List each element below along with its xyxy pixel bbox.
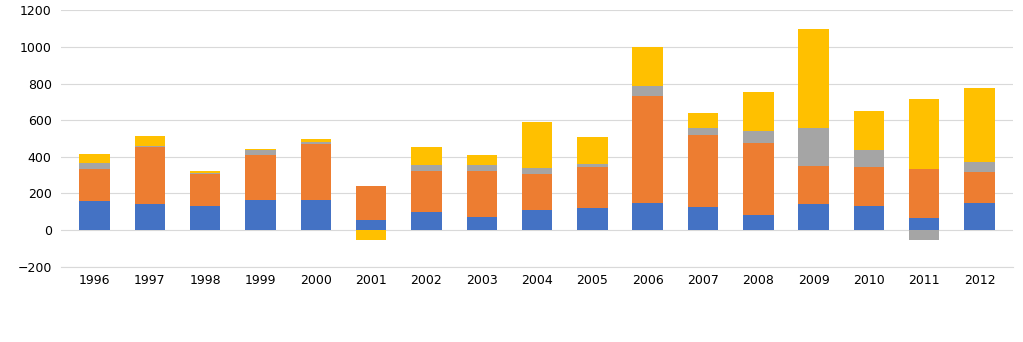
Bar — [909, 99, 939, 169]
Bar — [466, 155, 497, 165]
Bar — [522, 168, 552, 174]
Bar — [190, 206, 220, 230]
Bar — [798, 29, 829, 128]
Bar — [301, 142, 331, 144]
Bar — [522, 210, 552, 230]
Bar — [135, 147, 165, 203]
Bar — [854, 206, 884, 230]
Bar — [466, 165, 497, 171]
Bar — [798, 128, 829, 166]
Bar — [687, 113, 718, 129]
Bar — [798, 205, 829, 230]
Bar — [632, 47, 663, 86]
Bar — [854, 149, 884, 167]
Bar — [965, 202, 994, 230]
Bar — [466, 217, 497, 230]
Bar — [687, 207, 718, 230]
Bar — [522, 174, 552, 210]
Bar — [577, 208, 608, 230]
Bar — [577, 164, 608, 167]
Bar — [577, 137, 608, 164]
Bar — [301, 139, 331, 142]
Legend: WONINGEN, APPARTEMENT, STUDIOS, KAMERS: WONINGEN, APPARTEMENT, STUDIOS, KAMERS — [340, 337, 735, 342]
Bar — [577, 167, 608, 208]
Bar — [965, 172, 994, 202]
Bar — [80, 154, 109, 163]
Bar — [356, 186, 387, 220]
Bar — [190, 171, 220, 173]
Bar — [965, 88, 994, 162]
Bar — [632, 96, 663, 202]
Bar — [135, 146, 165, 147]
Bar — [135, 203, 165, 230]
Bar — [246, 148, 276, 149]
Bar — [743, 214, 773, 230]
Bar — [743, 143, 773, 214]
Bar — [632, 86, 663, 96]
Bar — [632, 202, 663, 230]
Bar — [466, 171, 497, 217]
Bar — [80, 169, 109, 201]
Bar — [909, 169, 939, 218]
Bar — [411, 165, 442, 171]
Bar — [743, 131, 773, 143]
Bar — [246, 155, 276, 200]
Bar — [522, 122, 552, 168]
Bar — [909, 230, 939, 240]
Bar — [687, 129, 718, 135]
Bar — [798, 166, 829, 205]
Bar — [965, 162, 994, 172]
Bar — [190, 174, 220, 206]
Bar — [80, 201, 109, 230]
Bar — [190, 173, 220, 174]
Bar — [743, 92, 773, 131]
Bar — [687, 135, 718, 207]
Bar — [356, 220, 387, 230]
Bar — [301, 144, 331, 200]
Bar — [411, 171, 442, 212]
Bar — [854, 111, 884, 149]
Bar — [135, 136, 165, 146]
Bar — [356, 230, 387, 240]
Bar — [909, 218, 939, 230]
Bar — [80, 163, 109, 169]
Bar — [246, 149, 276, 155]
Bar — [854, 167, 884, 206]
Bar — [411, 147, 442, 165]
Bar — [246, 200, 276, 230]
Bar — [301, 200, 331, 230]
Bar — [411, 212, 442, 230]
